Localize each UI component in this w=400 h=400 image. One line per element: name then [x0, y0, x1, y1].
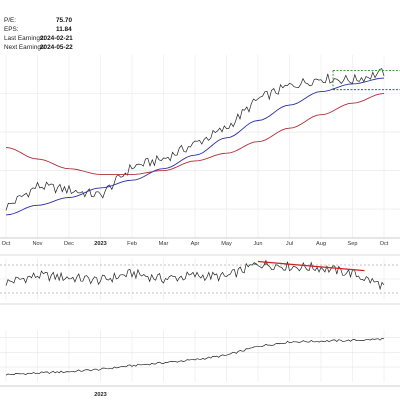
rsi-line	[5, 259, 385, 291]
stats-panel: P/E: 75.70 EPS: 11.84 Last Earnings: 202…	[4, 17, 73, 51]
last-earnings-value: 2024-02-21	[40, 35, 73, 42]
x-tick-label: Oct	[380, 241, 389, 247]
price-panel: Oct Nov Dec 2023 Feb Mar Apr May Jun Jul Aug Sep Oct	[0, 55, 400, 247]
x-tick-label: Mar	[159, 241, 169, 247]
x-tick-label: Feb	[127, 241, 137, 247]
next-earnings-value: 2024-05-22	[40, 44, 73, 51]
next-earnings-label: Next Earnings:	[4, 44, 46, 51]
pe-label: P/E:	[4, 17, 16, 24]
x-tick-label: Jun	[253, 241, 262, 247]
price-line	[5, 68, 385, 211]
x-tick-label: Oct	[2, 241, 11, 247]
pe-value: 75.70	[56, 17, 72, 24]
short-ma-line	[5, 77, 385, 216]
x-tick-label: May	[221, 241, 232, 247]
x-tick-label: Aug	[316, 241, 326, 247]
x-tick-label: 2023	[94, 392, 106, 398]
long-ma-line	[5, 93, 385, 175]
x-tick-label: Dec	[64, 241, 74, 247]
x-tick-label: Apr	[191, 241, 200, 247]
x-tick-label: 2023	[94, 241, 106, 247]
last-earnings-label: Last Earnings:	[4, 35, 45, 42]
x-tick-label: Nov	[33, 241, 43, 247]
eps-value: 11.84	[56, 26, 72, 33]
x-tick-label: Sep	[348, 241, 358, 247]
x-tick-label: Jul	[286, 241, 293, 247]
rsi-panel	[0, 254, 400, 305]
indicator-line	[5, 338, 385, 376]
eps-label: EPS:	[4, 26, 19, 33]
volume-indicator-panel: 2023	[0, 330, 400, 398]
divergence-line	[257, 260, 365, 272]
